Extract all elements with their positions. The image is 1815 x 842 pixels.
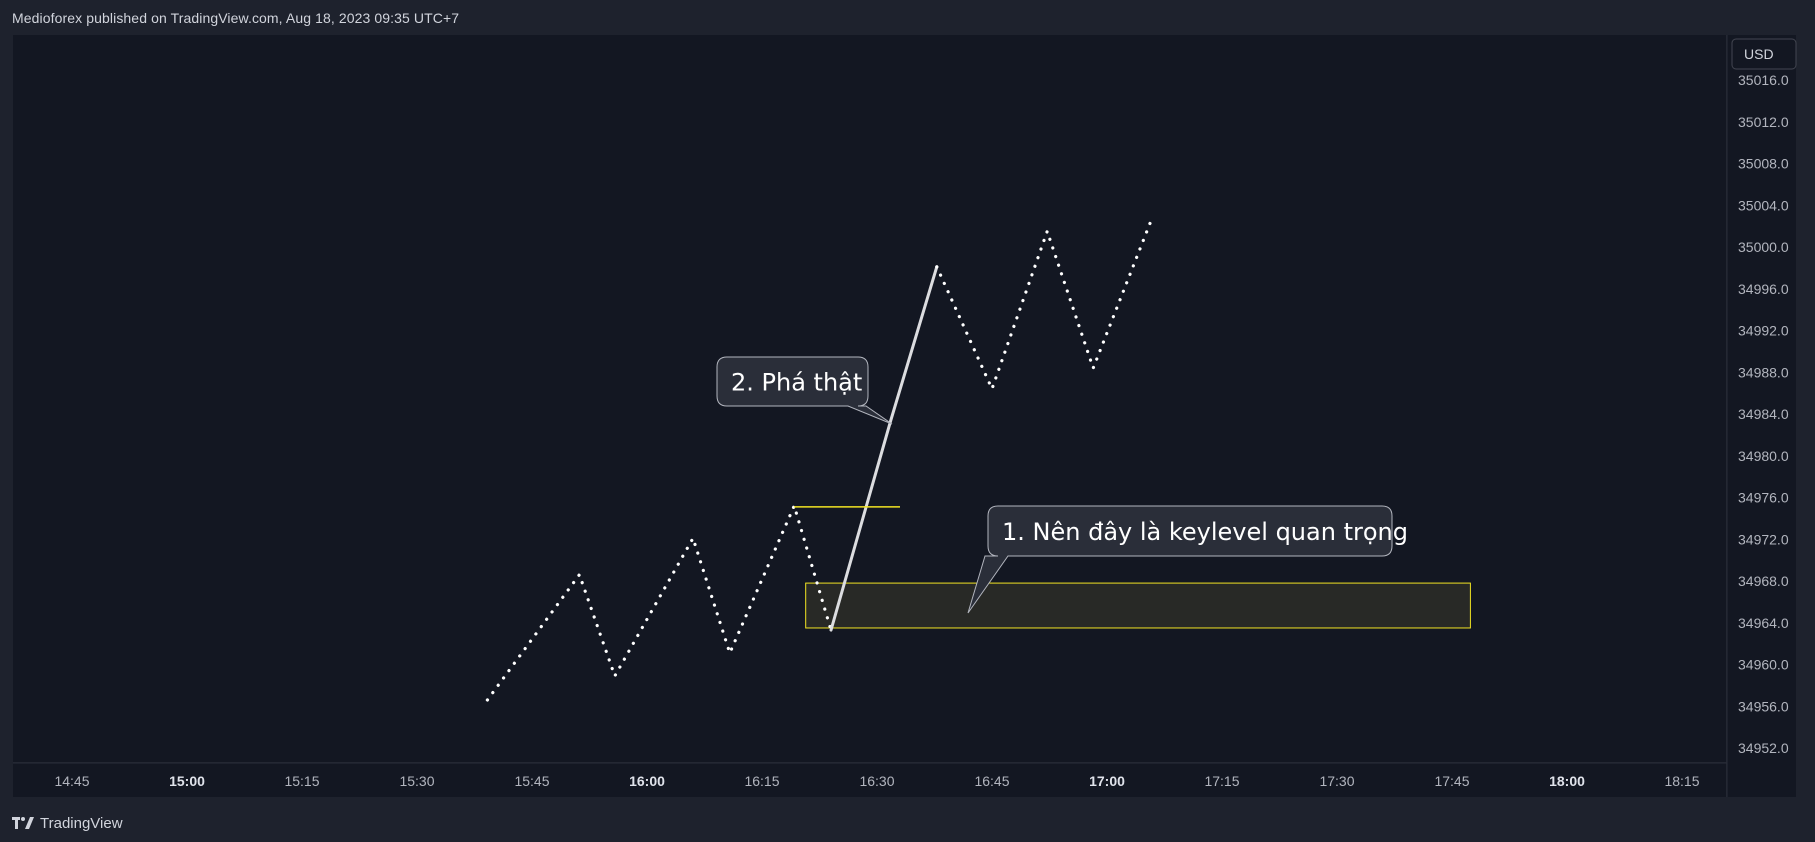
- tradingview-logo-icon: [12, 817, 34, 830]
- price-tick-label: 34996.0: [1738, 281, 1789, 297]
- price-tick-label: 35016.0: [1738, 72, 1789, 88]
- time-tick-label: 15:00: [169, 773, 205, 789]
- keylevel-zone-layer: [806, 583, 1471, 628]
- time-tick-label: 16:45: [974, 773, 1009, 789]
- price-tick-label: 34976.0: [1738, 490, 1789, 506]
- footer-brand[interactable]: TradingView: [12, 815, 123, 832]
- time-tick-label: 16:00: [629, 773, 665, 789]
- price-tick-label: 34980.0: [1738, 448, 1789, 464]
- price-tick-label: 34984.0: [1738, 406, 1789, 422]
- price-tick-label: 34968.0: [1738, 573, 1789, 589]
- currency-selector[interactable]: USD: [1732, 39, 1796, 69]
- time-tick-label: 16:15: [744, 773, 779, 789]
- time-axis[interactable]: 14:45 15:00 15:15 15:30 15:45 16:00 16:15 16:30…: [54, 773, 1699, 789]
- time-tick-label: 18:00: [1549, 773, 1585, 789]
- time-tick-label: 16:30: [859, 773, 894, 789]
- price-tick-label: 34952.0: [1738, 740, 1789, 756]
- plot-background: [13, 35, 1726, 762]
- price-tick-label: 34964.0: [1738, 615, 1789, 631]
- callout-keylevel-text: 1. Nên đây là keylevel quan trọng: [1002, 518, 1408, 546]
- keylevel-zone[interactable]: [806, 583, 1471, 628]
- price-tick-label: 35000.0: [1738, 239, 1789, 255]
- time-tick-label: 15:30: [399, 773, 434, 789]
- price-tick-label: 34956.0: [1738, 698, 1789, 714]
- price-tick-label: 35008.0: [1738, 156, 1789, 172]
- price-tick-label: 34992.0: [1738, 323, 1789, 339]
- time-tick-label: 17:15: [1204, 773, 1239, 789]
- time-tick-label: 17:30: [1319, 773, 1354, 789]
- currency-label: USD: [1744, 46, 1774, 62]
- price-tick-label: 35004.0: [1738, 197, 1789, 213]
- callout-breakout-text: 2. Phá thật: [731, 369, 862, 397]
- time-tick-label: 14:45: [54, 773, 89, 789]
- time-tick-label: 17:45: [1434, 773, 1469, 789]
- time-tick-label: 15:15: [284, 773, 319, 789]
- plot-area: [13, 35, 1796, 797]
- time-tick-label: 18:15: [1664, 773, 1699, 789]
- price-tick-label: 34988.0: [1738, 364, 1789, 380]
- price-tick-label: 34972.0: [1738, 531, 1789, 547]
- price-tick-label: 34960.0: [1738, 657, 1789, 673]
- time-tick-label: 15:45: [514, 773, 549, 789]
- time-tick-label: 17:00: [1089, 773, 1125, 789]
- price-tick-label: 35012.0: [1738, 114, 1789, 130]
- footer-brand-label: TradingView: [40, 815, 123, 832]
